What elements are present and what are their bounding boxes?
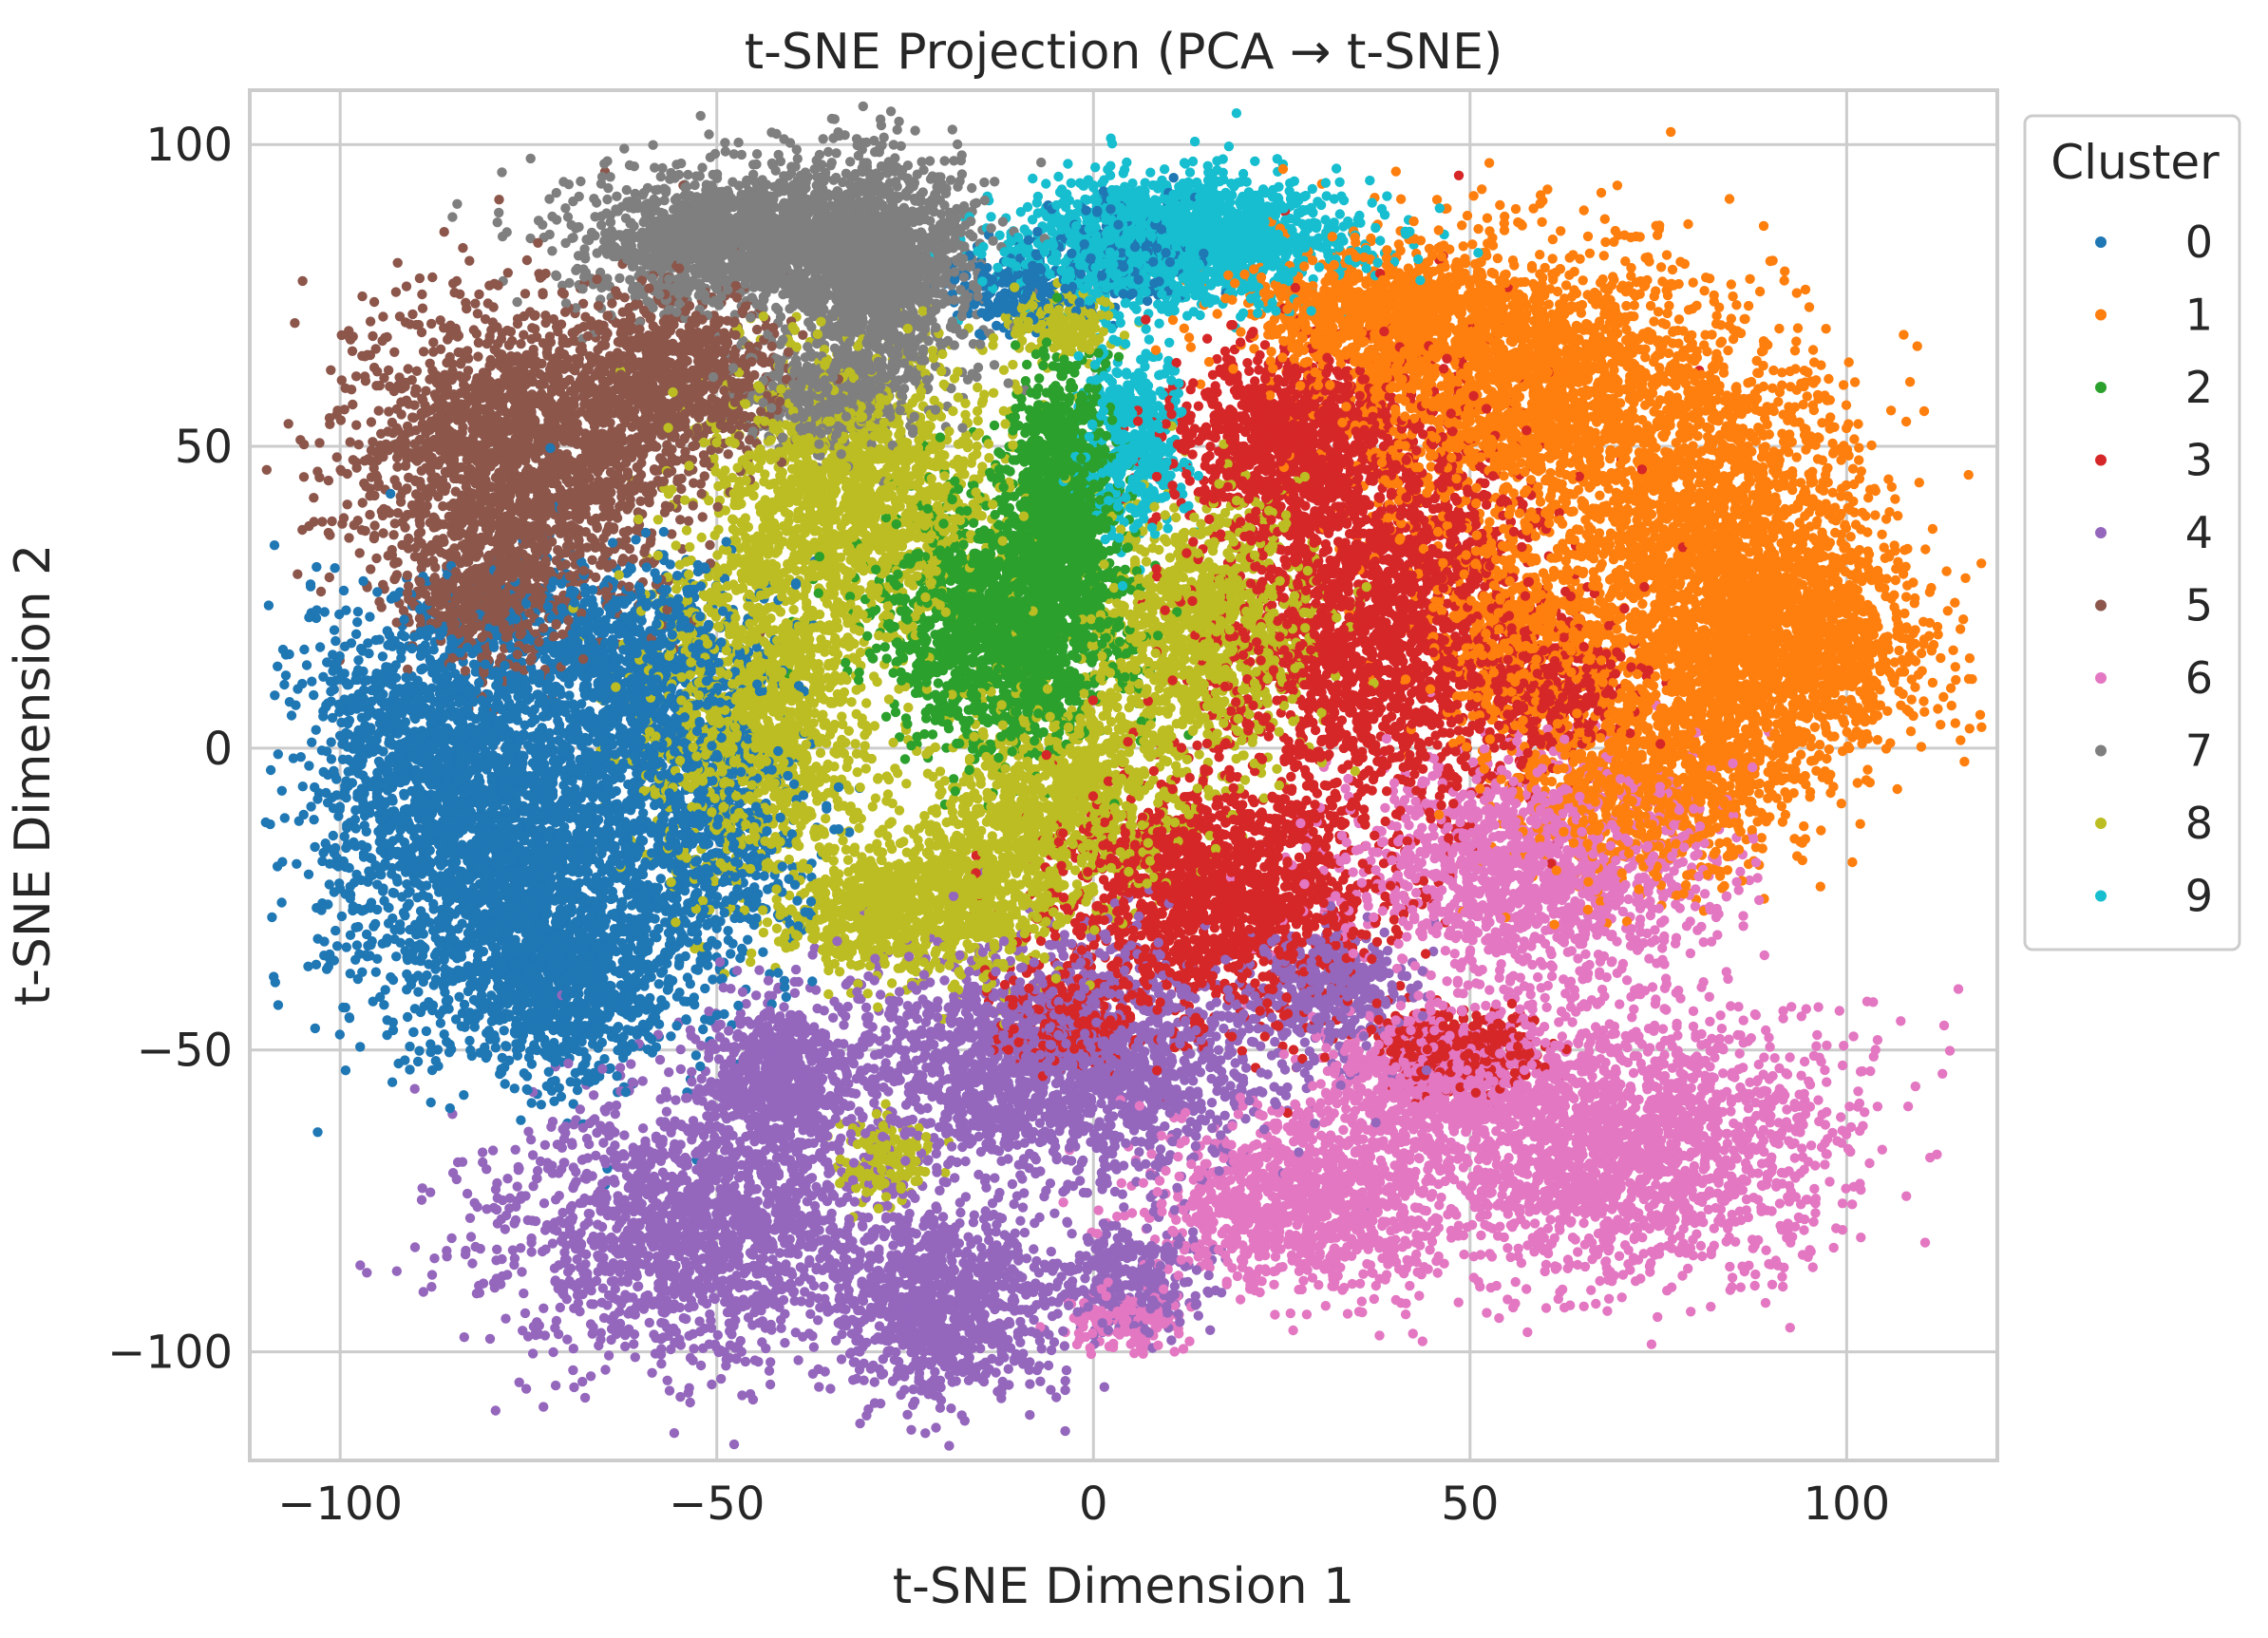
point-cluster-4 — [779, 1002, 788, 1011]
point-cluster-2 — [1034, 373, 1044, 383]
point-cluster-7 — [720, 138, 729, 147]
point-cluster-1 — [1928, 524, 1937, 534]
point-cluster-6 — [1547, 971, 1557, 981]
point-cluster-1 — [1844, 357, 1854, 367]
point-cluster-1 — [1768, 366, 1778, 375]
point-cluster-1 — [1808, 345, 1818, 354]
point-cluster-0 — [355, 1042, 365, 1051]
point-cluster-8 — [1008, 360, 1017, 369]
point-cluster-6 — [1433, 1268, 1443, 1277]
point-cluster-1 — [1728, 292, 1737, 301]
point-cluster-0 — [335, 1029, 345, 1039]
point-cluster-9 — [1164, 338, 1174, 348]
point-cluster-5 — [351, 371, 361, 381]
point-cluster-4 — [1207, 1098, 1217, 1107]
point-cluster-0 — [501, 1079, 510, 1088]
point-cluster-4 — [751, 990, 761, 1000]
point-cluster-5 — [418, 304, 427, 313]
point-cluster-0 — [309, 690, 318, 700]
point-cluster-8 — [850, 739, 860, 748]
point-cluster-4 — [1100, 1383, 1109, 1392]
point-cluster-1 — [1965, 653, 1975, 663]
point-cluster-6 — [1760, 951, 1769, 960]
point-cluster-1 — [1890, 494, 1899, 503]
point-cluster-6 — [1579, 1302, 1589, 1311]
point-cluster-4 — [870, 1377, 879, 1386]
point-cluster-1 — [1854, 455, 1863, 464]
point-cluster-4 — [1049, 1209, 1059, 1218]
point-cluster-0 — [273, 662, 282, 671]
point-cluster-8 — [887, 978, 897, 988]
point-cluster-1 — [1556, 226, 1565, 235]
point-cluster-6 — [1653, 1312, 1662, 1322]
point-cluster-7 — [910, 125, 919, 135]
point-cluster-4 — [586, 1371, 595, 1381]
point-cluster-1 — [1597, 188, 1606, 198]
point-cluster-0 — [332, 941, 342, 951]
point-cluster-3 — [1242, 358, 1252, 367]
point-cluster-6 — [1718, 1068, 1728, 1078]
point-cluster-6 — [1418, 1336, 1427, 1346]
point-cluster-5 — [415, 273, 425, 283]
point-cluster-2 — [949, 774, 958, 783]
point-cluster-1 — [1613, 180, 1622, 190]
point-cluster-3 — [1205, 442, 1215, 451]
point-cluster-9 — [1090, 162, 1100, 172]
point-cluster-4 — [629, 1339, 638, 1348]
point-cluster-1 — [1699, 286, 1709, 295]
point-cluster-6 — [1717, 1024, 1727, 1033]
point-cluster-5 — [675, 515, 685, 524]
point-cluster-6 — [1604, 1294, 1614, 1304]
point-cluster-0 — [307, 677, 316, 687]
point-cluster-3 — [1202, 334, 1212, 344]
point-cluster-0 — [312, 1127, 322, 1137]
point-cluster-6 — [1171, 1215, 1181, 1225]
point-cluster-4 — [944, 1440, 954, 1450]
point-cluster-1 — [1960, 574, 1970, 583]
point-cluster-4 — [466, 1232, 476, 1241]
point-cluster-0 — [992, 321, 1001, 330]
point-cluster-4 — [825, 1384, 835, 1393]
point-cluster-9 — [1063, 159, 1072, 168]
point-cluster-1 — [1792, 288, 1802, 297]
point-cluster-0 — [743, 935, 752, 945]
point-cluster-5 — [299, 472, 309, 481]
point-cluster-1 — [1432, 195, 1442, 204]
point-cluster-1 — [1948, 646, 1957, 655]
point-cluster-4 — [478, 1147, 487, 1157]
point-cluster-0 — [352, 940, 362, 950]
point-cluster-5 — [440, 227, 449, 236]
point-cluster-5 — [368, 331, 377, 341]
point-cluster-7 — [859, 102, 868, 111]
point-cluster-1 — [1956, 624, 1965, 633]
point-cluster-5 — [419, 347, 428, 356]
point-cluster-4 — [902, 1410, 912, 1420]
point-cluster-4 — [1018, 1202, 1028, 1212]
point-cluster-0 — [1143, 296, 1152, 306]
point-cluster-4 — [577, 1377, 587, 1386]
point-cluster-5 — [324, 476, 333, 485]
point-cluster-6 — [1911, 1082, 1920, 1091]
point-cluster-8 — [685, 542, 694, 552]
point-cluster-5 — [474, 338, 483, 348]
point-cluster-4 — [604, 1350, 614, 1360]
point-cluster-5 — [357, 292, 367, 301]
point-cluster-4 — [392, 1267, 402, 1276]
point-cluster-7 — [733, 138, 743, 147]
point-cluster-4 — [429, 1253, 439, 1263]
point-cluster-5 — [474, 290, 483, 299]
point-cluster-1 — [1774, 324, 1784, 333]
point-cluster-1 — [1951, 718, 1960, 727]
